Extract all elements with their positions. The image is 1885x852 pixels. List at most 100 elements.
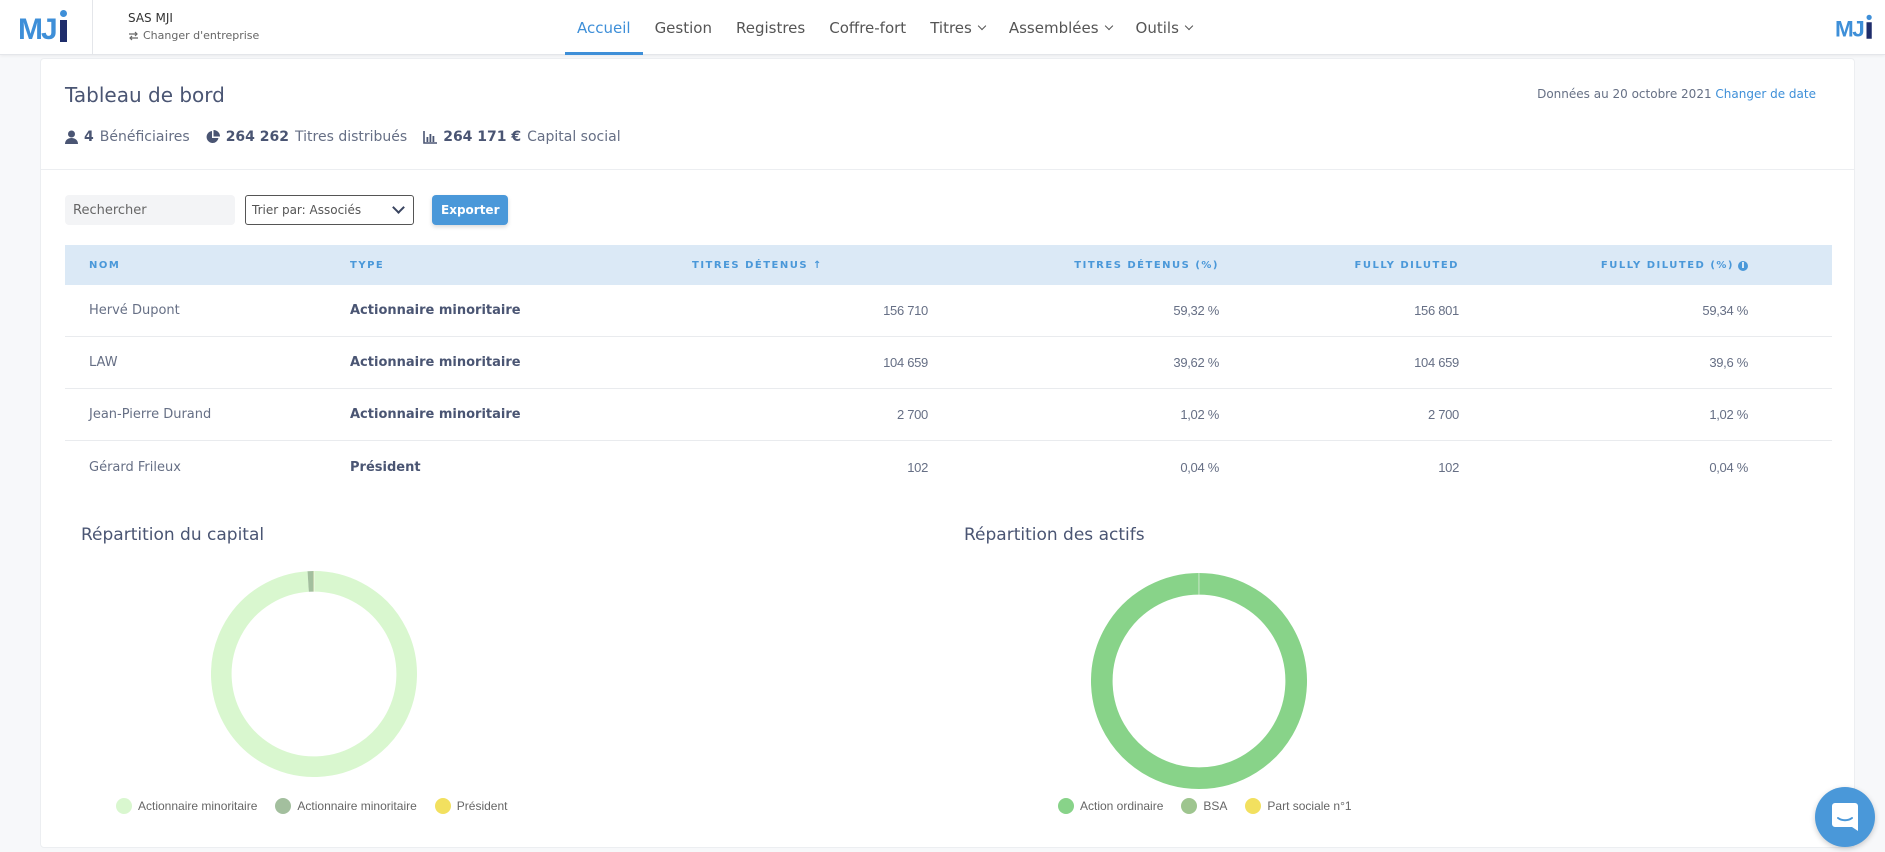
sort-select[interactable]: Trier par: Associés [245,195,414,225]
nav-assemblees[interactable]: Assemblées [997,0,1124,55]
sort-asc-icon: ↑ [813,259,823,271]
stat-beneficiaries: 4 Bénéficiaires [65,129,190,145]
cell-shares: 104 659 [883,355,928,370]
beneficiaries-label: Bénéficiaires [99,129,190,145]
legend-item[interactable]: Actionnaire minoritaire [275,798,417,814]
legend-item[interactable]: Action ordinaire [1058,798,1163,814]
table-header: Nom Type Titres détenus ↑ Titres détenus… [65,245,1832,285]
stat-capital: 264 171 € Capital social [423,129,621,145]
nav-label: Registres [735,18,806,37]
donut-slice[interactable] [1091,573,1307,789]
chart-title-assets: Répartition des actifs [964,525,1145,545]
switch-company-link[interactable]: Changer d'entreprise [128,29,259,42]
cell-type: Actionnaire minoritaire [350,303,521,318]
header-divider [92,0,93,55]
nav-registres[interactable]: Registres [724,0,817,55]
shares-label: Titres distribués [295,129,408,145]
cell-fully-diluted: 156 801 [1414,303,1459,318]
capital-donut-chart[interactable] [211,571,417,777]
nav-outils[interactable]: Outils [1124,0,1204,55]
swap-arrows-icon [129,31,138,40]
cell-fully-diluted-pct: 1,02 % [1709,407,1748,422]
col-header-fully-diluted-pct[interactable]: Fully diluted (%) i [1459,260,1772,271]
company-name: SAS MJI [128,11,173,25]
cell-fully-diluted: 102 [1438,459,1459,475]
search-input[interactable] [65,195,235,225]
col-header-label: Fully diluted (%) [1600,259,1734,271]
table-row[interactable]: LAW Actionnaire minoritaire 104 659 39,6… [65,337,1832,389]
col-header-name[interactable]: Nom [89,259,121,271]
cell-type: Actionnaire minoritaire [350,355,521,370]
col-header-fully-diluted[interactable]: Fully diluted [1354,259,1459,271]
logo-i [59,10,67,42]
bar-chart-icon [423,130,438,144]
shareholders-table: Nom Type Titres détenus ↑ Titres détenus… [65,245,1832,493]
chevron-down-icon [392,201,405,214]
nav-label: Accueil [577,18,631,37]
beneficiaries-count: 4 [84,129,94,145]
cell-shares-pct: 59,32 % [1173,303,1219,318]
change-date-link[interactable]: Changer de date [1715,87,1816,101]
legend-label: Président [456,799,508,813]
support-chat-button[interactable] [1815,787,1875,847]
nav-label: Outils [1135,18,1179,37]
cell-type: Actionnaire minoritaire [350,407,521,422]
assets-donut-chart[interactable] [1091,573,1307,789]
legend-item[interactable]: Président [434,798,508,814]
legend-swatch [116,798,132,814]
legend-item[interactable]: Part sociale n°1 [1245,798,1352,814]
logo-j: J [1852,17,1865,42]
col-header-label: Titres détenus [692,259,809,271]
cell-shares: 2 700 [896,407,928,422]
data-date: Données au 20 octobre 2021 [1537,87,1712,101]
nav-label: Assemblées [1008,18,1099,37]
legend-label: Action ordinaire [1080,799,1164,813]
col-header-shares-pct[interactable]: Titres détenus (%) [1074,259,1219,271]
switch-company-label: Changer d'entreprise [143,29,260,42]
legend-label: BSA [1203,799,1228,813]
cell-fully-diluted-pct: 39,6 % [1709,355,1748,370]
export-button[interactable]: Exporter [432,195,509,225]
assets-chart-legend: Action ordinaire BSA Part sociale n°1 [1058,798,1352,814]
logo-m: M [18,13,43,46]
chart-title-capital: Répartition du capital [81,525,265,545]
legend-label: Part sociale n°1 [1267,799,1352,813]
legend-item[interactable]: Actionnaire minoritaire [116,798,257,814]
company-switcher[interactable]: SAS MJI Changer d'entreprise [128,11,259,42]
legend-swatch [434,798,451,814]
cell-shares-pct: 39,62 % [1173,355,1219,370]
info-icon[interactable]: i [1738,260,1748,271]
col-header-type[interactable]: Type [350,259,385,271]
cell-fully-diluted-pct: 0,04 % [1709,459,1748,475]
logo-i [1866,14,1872,39]
legend-item[interactable]: BSA [1181,798,1227,814]
chevron-down-icon [1184,21,1194,30]
chevron-down-icon [977,21,987,30]
logo-j: J [41,13,58,46]
legend-label: Actionnaire minoritaire [297,799,417,813]
nav-gestion[interactable]: Gestion [643,0,724,55]
cell-shares-pct: 1,02 % [1180,407,1219,422]
legend-swatch [1181,798,1198,814]
capital-label: Capital social [527,129,621,145]
main-nav: Accueil Gestion Registres Coffre-fort Ti… [565,0,1204,55]
table-row[interactable]: Gérard Frileux Président 102 0,04 % 102 … [65,441,1832,493]
cell-shares: 156 710 [883,303,928,318]
section-divider [41,169,1854,170]
cell-name: Jean-Pierre Durand [89,407,212,422]
table-row[interactable]: Jean-Pierre Durand Actionnaire minoritai… [65,389,1832,441]
cell-name: LAW [89,355,118,370]
pie-chart-icon [206,130,220,143]
cell-name: Hervé Dupont [89,303,180,318]
nav-label: Gestion [654,18,712,37]
nav-accueil[interactable]: Accueil [565,0,643,55]
nav-coffre-fort[interactable]: Coffre-fort [817,0,918,55]
data-date-info: Données au 20 octobre 2021 Changer de da… [1537,87,1816,101]
donut-slice[interactable] [211,571,417,777]
nav-titres[interactable]: Titres [918,0,997,55]
table-row[interactable]: Hervé Dupont Actionnaire minoritaire 156… [65,285,1832,337]
capital-amount: 264 171 € [443,129,522,145]
col-header-shares[interactable]: Titres détenus ↑ [635,260,928,271]
